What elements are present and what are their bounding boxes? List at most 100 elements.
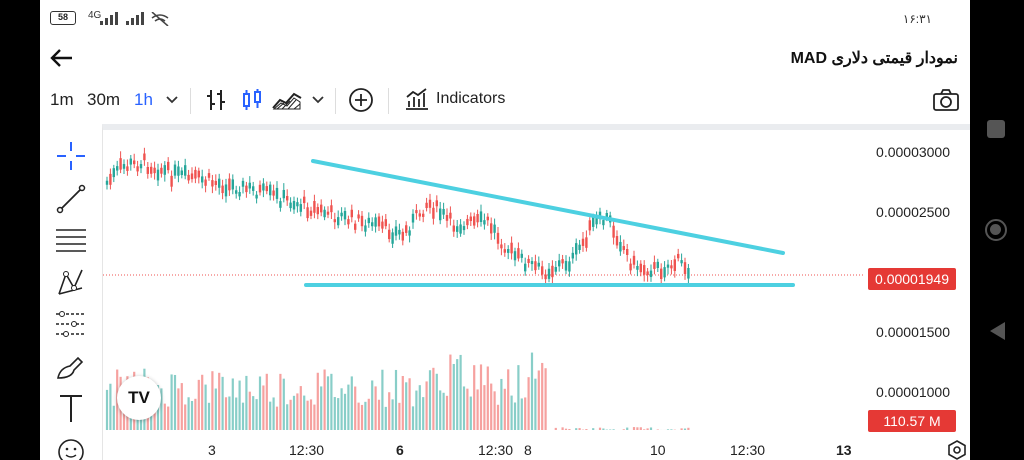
candle-body (646, 271, 649, 276)
candle-body (126, 166, 129, 171)
indicators-button[interactable]: Indicators (436, 90, 506, 107)
candlestick-type-icon[interactable] (241, 88, 263, 112)
candle-body (500, 244, 503, 249)
camera-icon[interactable] (932, 88, 960, 112)
recents-button[interactable] (987, 120, 1005, 138)
candle-body (490, 223, 493, 234)
volume-bar (364, 401, 367, 430)
text-icon[interactable] (54, 392, 88, 424)
indicators-icon[interactable] (404, 87, 430, 111)
candle-body (156, 169, 160, 181)
x-tick: 10 (650, 442, 666, 458)
emoji-icon[interactable] (54, 434, 88, 460)
volume-bar (493, 391, 496, 430)
interval-30m[interactable]: 30m (87, 90, 121, 109)
volume-bar (105, 389, 109, 430)
candle-body (337, 217, 340, 226)
back-arrow-icon[interactable] (48, 44, 76, 72)
candle-body (112, 168, 115, 178)
candle-body (622, 246, 625, 250)
volume-bar (670, 429, 673, 430)
candle-body (564, 260, 568, 271)
volume-bar (112, 405, 115, 430)
volume-bar (316, 372, 319, 430)
x-tick: 3 (208, 442, 216, 458)
candle-body (660, 268, 663, 280)
volume-bar (425, 381, 428, 430)
volume-bar (568, 429, 571, 430)
candle-body (357, 214, 360, 219)
candle-body (479, 211, 483, 222)
volume-bar (326, 376, 330, 430)
candle-body (388, 229, 391, 240)
candle-body (245, 185, 248, 193)
volume-bar (612, 429, 615, 430)
candle-body (187, 174, 190, 181)
interval-1h[interactable]: 1h (134, 90, 153, 109)
volume-bar (442, 392, 445, 430)
brush-icon[interactable] (54, 350, 88, 382)
candle-body (167, 161, 170, 171)
volume-bar (561, 427, 564, 430)
chevron-down-icon[interactable] (311, 95, 325, 105)
chevron-down-icon[interactable] (165, 95, 179, 105)
tradingview-logo[interactable]: TV (117, 376, 161, 420)
price-chart[interactable] (103, 130, 863, 430)
candle-body (517, 248, 520, 259)
candle-body (109, 173, 112, 185)
volume-bar (218, 372, 221, 430)
home-button[interactable] (985, 219, 1007, 241)
back-nav-icon[interactable] (987, 320, 1007, 342)
candle-body (520, 253, 523, 258)
trend-line-icon[interactable] (54, 182, 88, 214)
interval-1m[interactable]: 1m (50, 90, 74, 109)
drawing-toolbar (40, 124, 100, 460)
volume-bar (683, 428, 687, 430)
volume-bar (524, 397, 527, 430)
volume-bar (496, 404, 500, 430)
candle-body (350, 209, 353, 218)
volume-bar (201, 374, 204, 430)
volume-bar (513, 402, 517, 430)
volume-bar (520, 398, 523, 430)
volume-bar (462, 386, 466, 430)
volume-bar (296, 393, 299, 430)
candle-body (252, 186, 255, 191)
volume-bar (289, 399, 292, 430)
crosshair-icon[interactable] (54, 140, 88, 172)
area-chart-icon[interactable] (272, 90, 302, 110)
candle-body (398, 229, 401, 235)
volume-bar (411, 406, 415, 430)
volume-bar (405, 382, 408, 430)
candle-body (309, 210, 313, 216)
candle-body (449, 212, 452, 219)
candle-body (527, 258, 530, 263)
volume-bar (598, 427, 602, 430)
candle-body (554, 267, 557, 272)
candle-body (218, 178, 221, 188)
candle-body (544, 274, 547, 280)
fib-lines-icon[interactable] (54, 224, 88, 256)
volume-bar (286, 404, 289, 430)
settings-hex-icon[interactable] (947, 440, 967, 460)
candle-body (394, 226, 398, 236)
candle-body (683, 262, 687, 274)
candle-body (513, 251, 517, 261)
page-title: نمودار قیمتی دلاری MAD (790, 50, 958, 67)
prediction-icon[interactable] (54, 308, 88, 340)
pattern-icon[interactable] (54, 266, 88, 298)
volume-bar (309, 399, 313, 430)
candle-body (588, 220, 591, 231)
volume-bar (534, 378, 537, 430)
volume-bar (639, 427, 642, 430)
volume-bar (530, 352, 534, 430)
chart-area[interactable]: 0.00003000 0.00002500 0.00001949 0.00001… (102, 124, 970, 460)
candle-body (493, 224, 496, 233)
candle-body (581, 238, 585, 246)
volume-bar (235, 397, 238, 430)
bar-chart-type-icon[interactable] (205, 88, 227, 112)
add-plus-icon[interactable] (348, 87, 374, 113)
volume-bar (435, 373, 438, 430)
candle-body (360, 215, 364, 227)
volume-bar (275, 406, 279, 430)
